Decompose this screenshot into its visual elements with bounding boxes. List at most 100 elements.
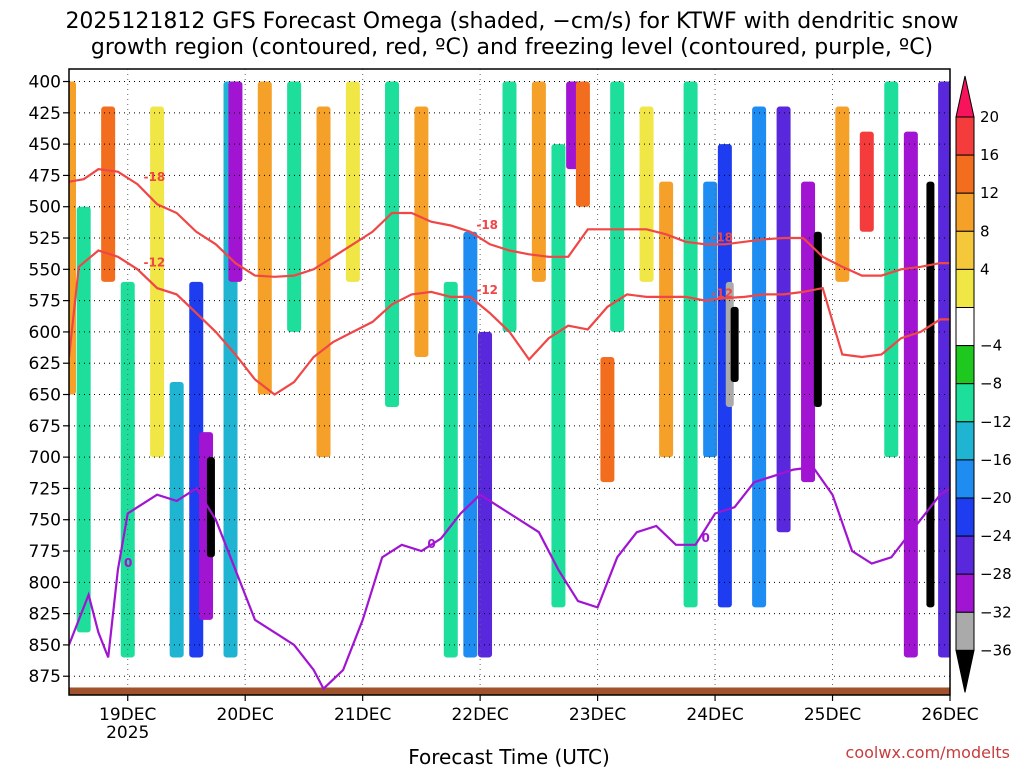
colorbar-label-7: −12	[980, 413, 1012, 431]
contour-label-0-2: -18	[711, 230, 733, 244]
colorbar-bottom-arrow	[955, 649, 975, 693]
omega-cell-5	[169, 382, 184, 658]
colorbar-label-0: 20	[980, 108, 999, 126]
y-tick-label-500: 500	[29, 198, 61, 218]
omega-cell-16	[414, 106, 429, 357]
omega-cell-26	[610, 81, 625, 332]
y-tick-label-775: 775	[29, 542, 61, 562]
contour-label-1-0: -12	[144, 255, 166, 269]
y-tick-label-575: 575	[29, 292, 61, 312]
terrain-band	[69, 687, 950, 695]
omega-cell-27	[639, 106, 654, 282]
x-tick-sublabel-19DEC: 2025	[106, 723, 149, 743]
omega-cell-18	[463, 231, 478, 658]
y-tick-label-750: 750	[29, 511, 61, 531]
omega-cell-30	[703, 181, 718, 458]
colorbar-swatch-5	[955, 268, 975, 308]
y-tick-label-450: 450	[29, 135, 61, 155]
omega-cell-29	[683, 81, 698, 608]
omega-cell-36	[801, 181, 816, 483]
colorbar-swatch-13	[955, 573, 975, 613]
colorbar-swatch-7	[955, 345, 975, 385]
contour-lines: -18 -18 -18 -12 -12 -12 0 0 0	[69, 168, 950, 691]
omega-cell-10	[228, 81, 243, 282]
x-tick-label-22DEC: 22DEC	[451, 705, 508, 725]
x-tick-label-19DEC: 19DEC	[99, 705, 156, 725]
colorbar-label-13: −36	[980, 641, 1012, 659]
chart-title-line-2: growth region (contoured, red, ºC) and f…	[91, 35, 933, 60]
y-tick-label-875: 875	[29, 667, 61, 687]
colorbar-swatch-4	[955, 230, 975, 270]
contour-label-2-1: 0	[427, 537, 435, 551]
y-tick-label-850: 850	[29, 636, 61, 656]
colorbar: 20 16 12 8 4 −4 −8 −12 −16 −20 −24 −28 −32 −36	[955, 75, 1012, 693]
colorbar-swatch-3	[955, 192, 975, 232]
contour-label-2-2: 0	[701, 531, 709, 545]
x-tick-label-26DEC: 26DEC	[921, 705, 978, 725]
omega-cell-19	[478, 331, 493, 658]
contour-line-0	[69, 168, 950, 278]
omega-cell-4	[150, 106, 165, 458]
colorbar-swatch-2	[955, 154, 975, 194]
colorbar-swatch-6	[955, 307, 975, 347]
omega-cell-21	[531, 81, 546, 282]
contour-label-1-1: -12	[476, 283, 498, 297]
y-tick-label-800: 800	[29, 573, 61, 593]
colorbar-label-1: 16	[980, 146, 999, 164]
omega-cell-41	[903, 131, 918, 658]
omega-cell-34	[752, 106, 767, 608]
y-tick-label-675: 675	[29, 417, 61, 437]
colorbar-swatch-9	[955, 421, 975, 461]
colorbar-swatch-11	[955, 497, 975, 537]
omega-cell-31	[717, 144, 732, 608]
colorbar-swatch-12	[955, 535, 975, 575]
omega-cell-17	[443, 281, 458, 658]
contour-label-0-0: -18	[144, 170, 166, 184]
y-tick-label-550: 550	[29, 260, 61, 280]
colorbar-label-12: −32	[980, 603, 1012, 621]
y-tick-label-475: 475	[29, 166, 61, 186]
omega-cell-22	[551, 144, 566, 608]
colorbar-label-10: −24	[980, 527, 1012, 545]
y-axis: 400 425 450 475 500 525 550 575 600 625 650 675 700 7…	[29, 73, 69, 687]
omega-cell-40	[884, 81, 899, 458]
omega-cell-39	[859, 131, 874, 232]
colorbar-label-11: −28	[980, 565, 1012, 583]
colorbar-swatch-10	[955, 459, 975, 499]
x-tick-label-24DEC: 24DEC	[686, 705, 743, 725]
contour-label-2-0: 0	[124, 556, 132, 570]
chart-title-line-1: 2025121812 GFS Forecast Omega (shaded, −…	[65, 9, 958, 34]
colorbar-label-4: 4	[980, 260, 990, 278]
colorbar-swatch-8	[955, 383, 975, 423]
contour-label-0-1: -18	[476, 218, 498, 232]
x-tick-label-25DEC: 25DEC	[804, 705, 861, 725]
omega-cell-8	[206, 457, 215, 558]
colorbar-swatch-1	[955, 116, 975, 156]
omega-cell-15	[385, 81, 400, 408]
omega-cell-28	[659, 181, 674, 458]
omega-cell-37	[813, 231, 822, 408]
colorbar-label-9: −20	[980, 489, 1012, 507]
omega-cell-42	[926, 181, 935, 608]
colorbar-label-2: 12	[980, 184, 999, 202]
y-tick-label-650: 650	[29, 386, 61, 406]
omega-cell-1	[76, 206, 91, 633]
y-tick-label-625: 625	[29, 354, 61, 374]
y-tick-label-825: 825	[29, 605, 61, 625]
y-tick-label-600: 600	[29, 323, 61, 343]
contour-line-2	[69, 465, 950, 691]
x-tick-label-23DEC: 23DEC	[569, 705, 626, 725]
y-tick-label-425: 425	[29, 104, 61, 124]
x-tick-label-21DEC: 21DEC	[334, 705, 391, 725]
colorbar-label-8: −16	[980, 451, 1012, 469]
omega-cell-24	[575, 81, 590, 207]
y-tick-label-525: 525	[29, 229, 61, 249]
omega-cell-25	[600, 356, 615, 483]
contour-label-1-2: -12	[711, 287, 733, 301]
y-tick-label-725: 725	[29, 479, 61, 499]
omega-cell-38	[835, 106, 850, 282]
colorbar-label-5: −4	[980, 337, 1002, 355]
terrain-layer	[69, 687, 950, 695]
